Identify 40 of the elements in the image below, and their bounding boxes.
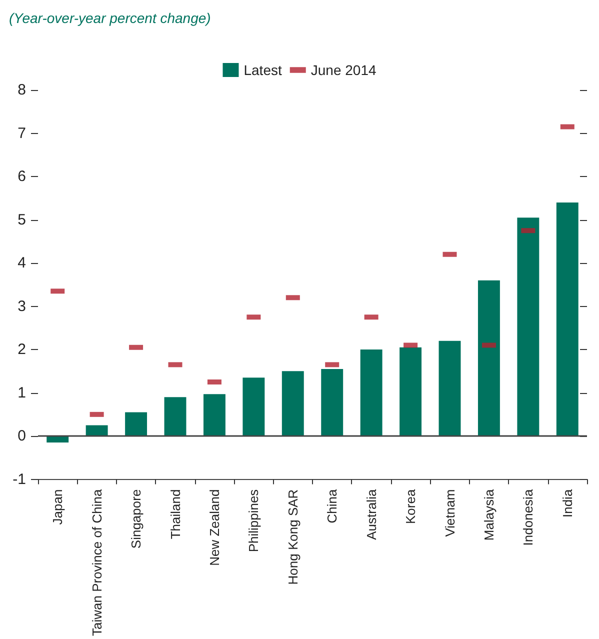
bar: [556, 202, 578, 436]
bar: [282, 371, 304, 436]
bar: [203, 394, 226, 436]
x-tick-label: Thailand: [168, 489, 183, 540]
bar: [478, 280, 500, 436]
bar: [360, 350, 382, 436]
x-tick-label: Vietnam: [442, 489, 458, 537]
x-tick-label: China: [324, 488, 340, 524]
y-tick-label: 4: [18, 254, 26, 272]
x-tick-label: Australia: [364, 488, 379, 540]
bar: [164, 397, 186, 436]
x-tick-label: Hong Kong SAR: [285, 489, 300, 585]
x-tick-label: Indonesia: [520, 488, 536, 546]
x-tick-label: Malaysia: [481, 488, 496, 541]
y-tick-label: 6: [18, 168, 26, 186]
bar: [242, 378, 265, 436]
x-tick-label: Taiwan Province of China: [89, 488, 104, 636]
y-tick-label: 1: [18, 384, 26, 402]
bar: [400, 347, 422, 436]
x-tick-label: India: [560, 488, 575, 518]
legend-label: Latest: [244, 62, 282, 78]
y-tick-label: 5: [18, 211, 26, 228]
y-tick-label: -1: [12, 470, 26, 488]
legend-label: June 2014: [310, 62, 376, 78]
x-tick-label: Singapore: [128, 489, 144, 549]
x-tick-label: Philippines: [246, 488, 262, 552]
x-tick-label: Korea: [403, 488, 418, 524]
y-tick-label: 2: [18, 341, 26, 358]
bar: [125, 412, 148, 436]
y-tick-label: 7: [18, 124, 26, 142]
x-tick-label: Japan: [50, 489, 66, 525]
y-tick-label: 0: [18, 428, 26, 445]
bar: [321, 369, 344, 436]
chart-title: (Year-over-year percent change): [9, 10, 211, 26]
bar: [438, 340, 461, 436]
bar: [517, 218, 540, 436]
bar: [86, 425, 108, 436]
y-tick-label: 8: [18, 82, 26, 98]
x-tick-label: New Zealand: [206, 489, 222, 566]
y-tick-label: 3: [18, 298, 26, 315]
